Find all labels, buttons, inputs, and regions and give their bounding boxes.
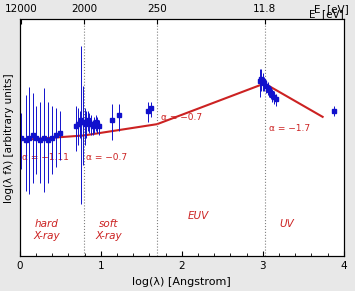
Text: α = −0.7: α = −0.7 [162,113,203,122]
Text: hard
X-ray: hard X-ray [33,219,60,241]
Y-axis label: log(λ fλ) [arbitrary units]: log(λ fλ) [arbitrary units] [4,73,14,203]
Text: soft
X-ray: soft X-ray [95,219,122,241]
Text: EUV: EUV [187,211,209,221]
Text: E  [eV]: E [eV] [314,4,349,14]
Text: α = −1.7: α = −1.7 [269,124,310,133]
X-axis label: log(λ) [Angstrom]: log(λ) [Angstrom] [132,277,231,287]
Text: α = −0.7: α = −0.7 [86,153,127,162]
Text: UV: UV [280,219,294,229]
Text: α = −1.11: α = −1.11 [22,153,69,162]
Text: E  [eV]: E [eV] [309,9,344,19]
